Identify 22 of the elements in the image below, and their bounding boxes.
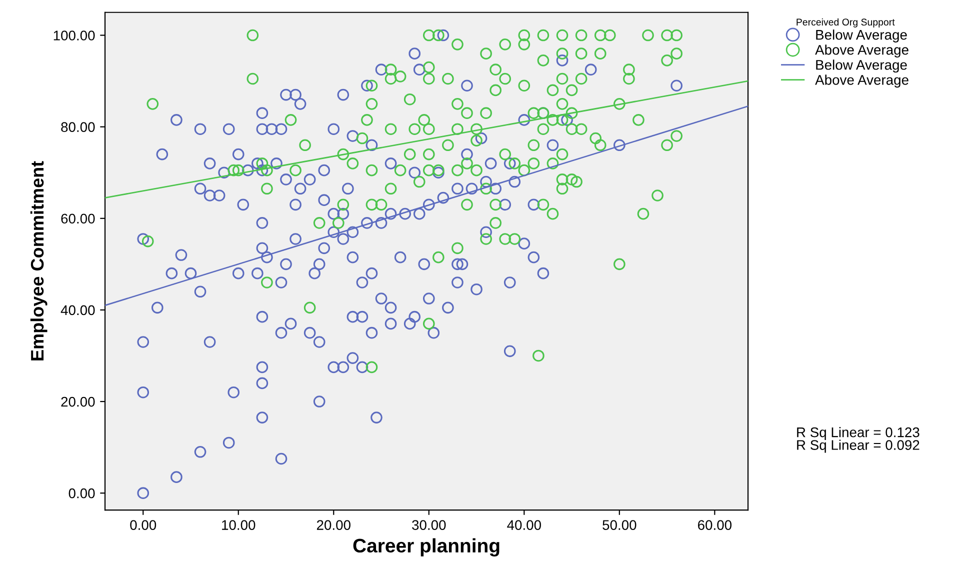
y-tick-label: 80.00	[61, 122, 95, 132]
legend-label: Above Average	[815, 44, 908, 58]
legend-title: Perceived Org Support	[796, 18, 895, 28]
x-axis-title: Career planning	[353, 538, 500, 556]
x-tick-label: 20.00	[316, 520, 350, 530]
y-tick-label: 100.00	[54, 30, 95, 40]
y-tick-label: 0.00	[68, 488, 95, 498]
y-tick-label: 40.00	[60, 305, 95, 316]
x-tick-label: 40.00	[507, 520, 541, 530]
x-tick-label: 50.00	[602, 520, 636, 530]
legend-label: Above Average	[815, 74, 908, 88]
x-tick-label: 0.00	[130, 520, 156, 530]
y-tick-label: 60.00	[61, 214, 95, 224]
text: R Sq Linear = 0.092	[797, 440, 920, 453]
y-axis-title: Employee Commitment	[30, 161, 48, 360]
x-tick-label: 10.00	[222, 520, 256, 530]
x-tick-label: 60.00	[698, 520, 732, 530]
legend-label: Below Average	[816, 30, 907, 42]
legend-label: Below Average	[816, 60, 907, 73]
y-tick-label: 20.00	[61, 396, 95, 407]
text: R Sq Linear = 0.123	[797, 427, 920, 440]
x-tick-label: 30.00	[412, 520, 446, 530]
